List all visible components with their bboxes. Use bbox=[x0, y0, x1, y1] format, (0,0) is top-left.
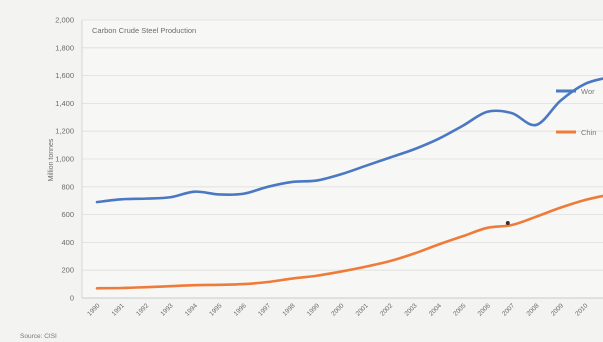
data-point-world bbox=[145, 197, 148, 200]
data-point-world bbox=[413, 148, 416, 151]
data-point-china bbox=[267, 281, 270, 284]
data-point-world bbox=[584, 83, 587, 86]
data-point-china bbox=[340, 270, 343, 273]
data-point-china bbox=[511, 224, 514, 227]
data-point-world bbox=[364, 165, 367, 168]
y-tick-label: 800 bbox=[61, 182, 74, 191]
data-point-world bbox=[340, 173, 343, 176]
y-tick-label: 1,800 bbox=[55, 43, 74, 52]
data-point-china bbox=[437, 243, 440, 246]
data-point-china bbox=[584, 199, 587, 202]
x-tick-label: 1999 bbox=[306, 302, 321, 317]
y-tick-label: 400 bbox=[61, 238, 74, 247]
annotation-marker bbox=[505, 221, 510, 226]
data-point-world bbox=[535, 124, 538, 127]
source-note: Source: CISI bbox=[20, 333, 57, 340]
x-tick-label: 2001 bbox=[355, 302, 370, 317]
data-point-world bbox=[511, 112, 514, 115]
x-tick-label: 2010 bbox=[574, 302, 589, 317]
legend: Wor Chin bbox=[556, 87, 596, 137]
data-point-china bbox=[486, 227, 489, 230]
y-tick-label: 600 bbox=[61, 210, 74, 219]
data-point-world bbox=[267, 186, 270, 189]
data-point-world bbox=[120, 198, 123, 201]
series-line-china bbox=[95, 194, 603, 290]
series-line-world bbox=[95, 77, 603, 204]
data-point-world bbox=[218, 193, 221, 196]
x-tick-label: 1998 bbox=[281, 302, 296, 317]
x-tick-label: 1996 bbox=[233, 302, 248, 317]
data-point-china bbox=[413, 252, 416, 255]
data-point-world bbox=[486, 110, 489, 113]
data-point-world bbox=[462, 124, 465, 127]
data-point-world bbox=[437, 138, 440, 141]
y-tick-label: 0 bbox=[70, 294, 74, 303]
data-point-china bbox=[242, 283, 245, 286]
x-tick-label: 1995 bbox=[208, 302, 223, 317]
data-point-world bbox=[315, 179, 318, 182]
data-point-china bbox=[96, 287, 99, 290]
data-point-world bbox=[193, 190, 196, 193]
series-layer bbox=[95, 77, 603, 290]
x-tick-label: 1993 bbox=[159, 302, 174, 317]
data-point-china bbox=[193, 284, 196, 287]
data-point-world bbox=[169, 196, 172, 199]
x-tick-label: 1991 bbox=[111, 302, 126, 317]
data-point-world bbox=[242, 192, 245, 195]
legend-label-world: Wor bbox=[581, 87, 595, 96]
x-tick-label: 2007 bbox=[501, 302, 516, 317]
y-tick-label: 200 bbox=[61, 266, 74, 275]
data-point-china bbox=[559, 206, 562, 209]
y-tick-label: 1,000 bbox=[55, 155, 74, 164]
x-tick-label: 1992 bbox=[135, 302, 150, 317]
data-point-china bbox=[535, 215, 538, 218]
y-tick-label: 2,000 bbox=[55, 16, 74, 25]
x-tick-label: 2003 bbox=[403, 302, 418, 317]
data-point-world bbox=[559, 99, 562, 102]
data-point-china bbox=[145, 286, 148, 289]
y-tick-label: 1,200 bbox=[55, 127, 74, 136]
data-point-china bbox=[169, 285, 172, 288]
data-point-china bbox=[364, 265, 367, 268]
x-tick-label: 2009 bbox=[550, 302, 565, 317]
data-point-china bbox=[218, 283, 221, 286]
data-point-china bbox=[291, 277, 294, 280]
x-tick-label: 2002 bbox=[379, 302, 394, 317]
x-tick-label: 2004 bbox=[428, 302, 443, 317]
x-tick-label: 2000 bbox=[330, 302, 345, 317]
data-point-world bbox=[389, 156, 392, 159]
chart-title: Carbon Crude Steel Production bbox=[92, 26, 196, 35]
x-tick-label: 2008 bbox=[525, 302, 540, 317]
data-point-china bbox=[315, 274, 318, 277]
data-point-world bbox=[96, 201, 99, 204]
y-tick-label: 1,600 bbox=[55, 71, 74, 80]
legend-label-china: Chin bbox=[581, 128, 596, 137]
x-tick-label: 1990 bbox=[86, 302, 101, 317]
y-tick-label: 1,400 bbox=[55, 99, 74, 108]
x-tick-label: 1997 bbox=[257, 302, 272, 317]
y-axis-label: Million tonnes bbox=[48, 138, 55, 181]
x-tick-label: 2005 bbox=[452, 302, 467, 317]
x-tick-label: 1994 bbox=[184, 302, 199, 317]
data-point-china bbox=[389, 260, 392, 263]
data-point-world bbox=[291, 181, 294, 184]
data-point-china bbox=[462, 235, 465, 238]
data-point-china bbox=[120, 287, 123, 290]
x-tick-label: 2006 bbox=[477, 302, 492, 317]
